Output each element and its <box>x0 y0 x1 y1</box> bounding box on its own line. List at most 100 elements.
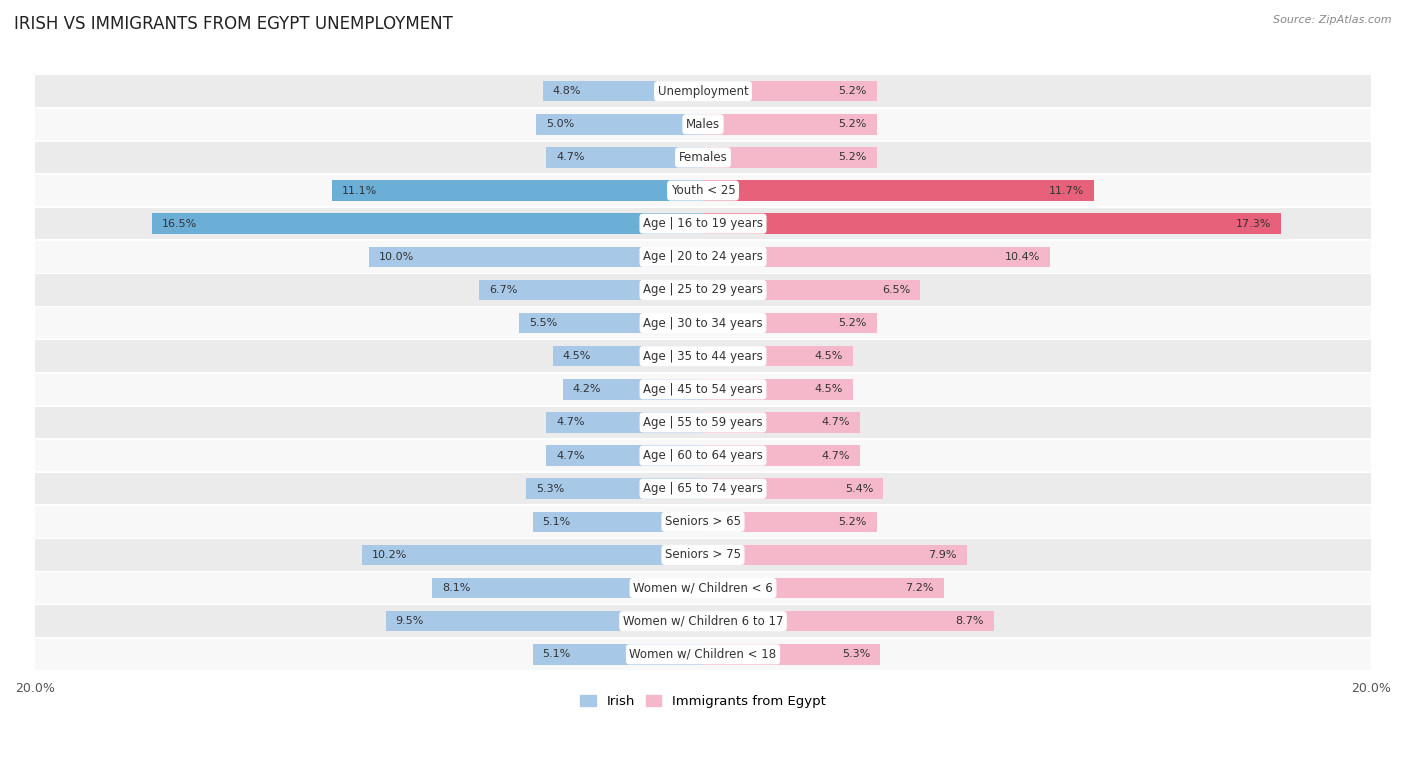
Text: Females: Females <box>679 151 727 164</box>
Text: Age | 16 to 19 years: Age | 16 to 19 years <box>643 217 763 230</box>
Text: Age | 25 to 29 years: Age | 25 to 29 years <box>643 283 763 297</box>
Text: 5.2%: 5.2% <box>838 517 866 527</box>
Bar <box>35 473 1371 504</box>
Text: Age | 60 to 64 years: Age | 60 to 64 years <box>643 449 763 462</box>
Text: 4.8%: 4.8% <box>553 86 581 96</box>
Bar <box>703 279 920 301</box>
Text: Age | 20 to 24 years: Age | 20 to 24 years <box>643 251 763 263</box>
Text: 5.2%: 5.2% <box>838 152 866 163</box>
Text: 7.2%: 7.2% <box>905 583 934 593</box>
Bar <box>703 180 1094 201</box>
Text: 4.7%: 4.7% <box>555 152 585 163</box>
Bar <box>703 478 883 499</box>
Text: 4.7%: 4.7% <box>555 417 585 428</box>
Text: Age | 45 to 54 years: Age | 45 to 54 years <box>643 383 763 396</box>
Bar <box>703 445 860 466</box>
Text: 4.2%: 4.2% <box>572 385 602 394</box>
Text: 4.7%: 4.7% <box>821 450 851 460</box>
Text: 5.3%: 5.3% <box>536 484 564 494</box>
Text: Youth < 25: Youth < 25 <box>671 184 735 197</box>
Text: 10.0%: 10.0% <box>380 252 415 262</box>
Bar <box>703 379 853 400</box>
Text: 16.5%: 16.5% <box>162 219 197 229</box>
Bar <box>152 213 703 234</box>
Text: Women w/ Children 6 to 17: Women w/ Children 6 to 17 <box>623 615 783 628</box>
Bar <box>703 147 877 168</box>
Text: 6.7%: 6.7% <box>489 285 517 295</box>
Text: 5.0%: 5.0% <box>546 120 574 129</box>
Bar <box>479 279 703 301</box>
Bar <box>35 374 1371 405</box>
Text: 8.7%: 8.7% <box>955 616 984 626</box>
Text: 4.7%: 4.7% <box>555 450 585 460</box>
Bar <box>35 341 1371 372</box>
Text: Age | 30 to 34 years: Age | 30 to 34 years <box>643 316 763 329</box>
Bar <box>368 247 703 267</box>
Text: Age | 65 to 74 years: Age | 65 to 74 years <box>643 482 763 495</box>
Bar <box>703 81 877 101</box>
Text: Women w/ Children < 18: Women w/ Children < 18 <box>630 648 776 661</box>
Text: 7.9%: 7.9% <box>928 550 957 560</box>
Bar <box>35 142 1371 173</box>
Text: 5.5%: 5.5% <box>529 318 558 328</box>
Bar <box>35 76 1371 107</box>
Bar <box>35 407 1371 438</box>
Text: Unemployment: Unemployment <box>658 85 748 98</box>
Bar <box>703 346 853 366</box>
Bar <box>35 175 1371 207</box>
Bar <box>533 512 703 532</box>
Bar <box>703 512 877 532</box>
Bar <box>703 578 943 598</box>
Text: IRISH VS IMMIGRANTS FROM EGYPT UNEMPLOYMENT: IRISH VS IMMIGRANTS FROM EGYPT UNEMPLOYM… <box>14 15 453 33</box>
Text: Source: ZipAtlas.com: Source: ZipAtlas.com <box>1274 15 1392 25</box>
Text: Males: Males <box>686 118 720 131</box>
Bar <box>35 506 1371 537</box>
Legend: Irish, Immigrants from Egypt: Irish, Immigrants from Egypt <box>575 690 831 714</box>
Bar <box>363 545 703 565</box>
Bar <box>553 346 703 366</box>
Text: Women w/ Children < 6: Women w/ Children < 6 <box>633 581 773 594</box>
Bar <box>703 611 994 631</box>
Text: 4.5%: 4.5% <box>815 385 844 394</box>
Text: 5.1%: 5.1% <box>543 517 571 527</box>
Bar <box>526 478 703 499</box>
Text: 5.2%: 5.2% <box>838 318 866 328</box>
Bar <box>332 180 703 201</box>
Text: 5.1%: 5.1% <box>543 650 571 659</box>
Bar <box>546 147 703 168</box>
Bar <box>35 274 1371 306</box>
Text: 17.3%: 17.3% <box>1236 219 1271 229</box>
Text: Age | 35 to 44 years: Age | 35 to 44 years <box>643 350 763 363</box>
Bar <box>546 445 703 466</box>
Bar <box>703 412 860 433</box>
Bar <box>35 639 1371 670</box>
Bar <box>703 545 967 565</box>
Bar <box>562 379 703 400</box>
Text: Seniors > 75: Seniors > 75 <box>665 549 741 562</box>
Bar <box>35 241 1371 273</box>
Bar <box>546 412 703 433</box>
Bar <box>433 578 703 598</box>
Bar <box>533 644 703 665</box>
Text: 11.1%: 11.1% <box>342 185 377 195</box>
Bar <box>35 440 1371 472</box>
Text: 6.5%: 6.5% <box>882 285 910 295</box>
Bar <box>536 114 703 135</box>
Text: 5.2%: 5.2% <box>838 120 866 129</box>
Bar <box>703 644 880 665</box>
Bar <box>703 114 877 135</box>
Text: 10.4%: 10.4% <box>1005 252 1040 262</box>
Text: 5.3%: 5.3% <box>842 650 870 659</box>
Text: Seniors > 65: Seniors > 65 <box>665 516 741 528</box>
Text: 4.5%: 4.5% <box>815 351 844 361</box>
Bar <box>35 208 1371 239</box>
Bar <box>703 247 1050 267</box>
Bar <box>35 307 1371 339</box>
Text: 8.1%: 8.1% <box>443 583 471 593</box>
Text: 4.5%: 4.5% <box>562 351 591 361</box>
Bar <box>703 213 1281 234</box>
Text: Age | 55 to 59 years: Age | 55 to 59 years <box>643 416 763 429</box>
Bar <box>35 572 1371 604</box>
Text: 10.2%: 10.2% <box>373 550 408 560</box>
Bar <box>35 606 1371 637</box>
